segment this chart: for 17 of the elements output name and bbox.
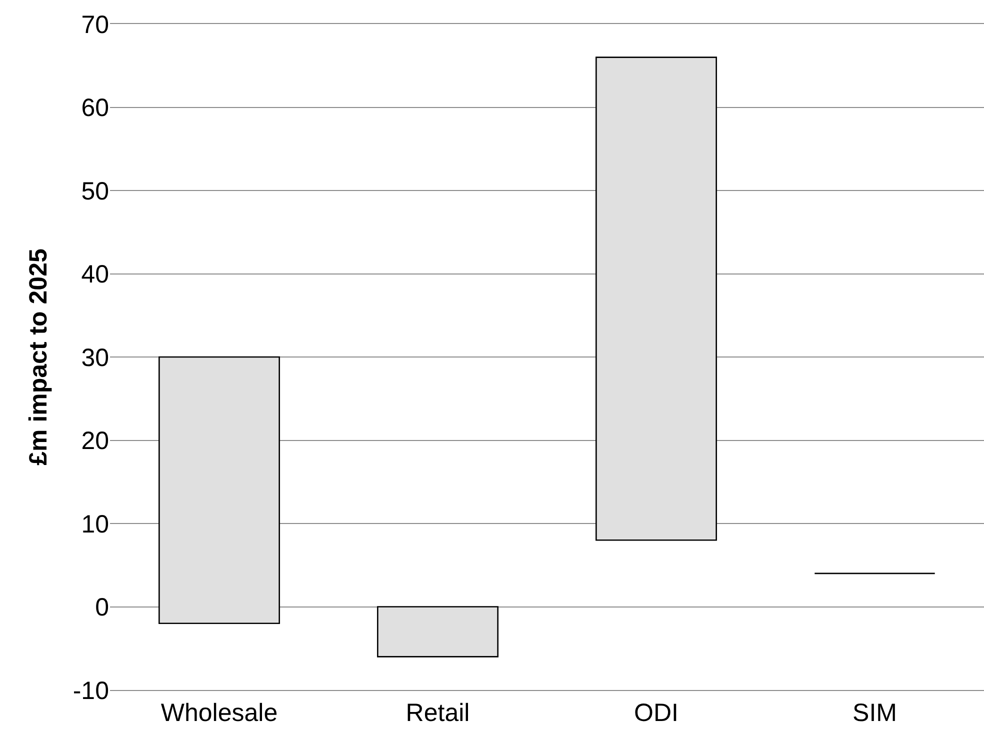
x-tick-label: Retail [406, 699, 470, 727]
bar [158, 356, 280, 624]
y-tick-label: 0 [95, 594, 109, 622]
y-axis-title: £m impact to 2025 [24, 248, 53, 466]
y-tick-label: 40 [81, 260, 109, 288]
x-tick-label: Wholesale [160, 699, 278, 727]
y-tick-label: 20 [81, 427, 109, 455]
y-tick-label: 10 [81, 510, 109, 538]
x-tick-label: ODI [634, 699, 678, 727]
x-tick-label: SIM [852, 699, 897, 727]
bar [377, 606, 498, 658]
y-tick-label: 30 [81, 344, 109, 372]
bar [596, 56, 717, 541]
y-tick-label: 70 [81, 10, 109, 39]
y-tick-label: 50 [81, 177, 109, 206]
y-tick-label: 60 [81, 94, 109, 122]
y-tick-label: -10 [72, 676, 109, 705]
